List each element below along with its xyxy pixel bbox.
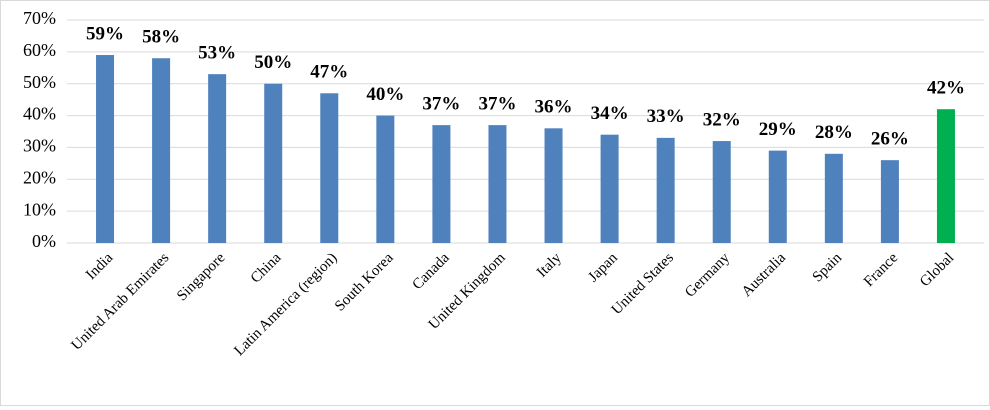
bar [208, 74, 227, 244]
bar [376, 115, 395, 243]
y-tick-label: 50% [23, 72, 56, 92]
value-label: 34% [591, 103, 629, 124]
bar [544, 128, 563, 243]
value-label: 40% [366, 84, 404, 105]
y-tick-label: 0% [32, 231, 56, 251]
value-label: 36% [535, 97, 573, 118]
y-tick-label: 30% [23, 136, 56, 156]
value-label: 37% [422, 93, 460, 114]
value-label: 26% [871, 129, 909, 150]
value-label: 42% [927, 78, 965, 99]
bar [152, 58, 171, 243]
bar [488, 125, 507, 243]
value-label: 32% [703, 109, 741, 130]
y-tick-label: 70% [23, 8, 56, 28]
value-label: 37% [478, 93, 516, 114]
bar [936, 109, 955, 243]
bar [320, 93, 339, 244]
bar [712, 141, 731, 243]
value-label: 58% [142, 27, 180, 48]
y-tick-label: 10% [23, 199, 56, 219]
bar [880, 160, 899, 243]
y-tick-label: 60% [23, 40, 56, 60]
y-tick-label: 40% [23, 104, 56, 124]
value-label: 28% [815, 122, 853, 143]
value-label: 59% [86, 23, 124, 44]
bar [600, 134, 619, 243]
value-label: 50% [254, 52, 292, 73]
value-label: 47% [310, 62, 348, 83]
y-tick-label: 20% [23, 167, 56, 187]
bar [824, 153, 843, 243]
bar [264, 83, 283, 243]
value-label: 29% [759, 119, 797, 140]
bar [96, 55, 115, 243]
value-label: 53% [198, 43, 236, 64]
value-label: 33% [647, 106, 685, 127]
bar [768, 150, 787, 243]
bar [656, 137, 675, 243]
bar [432, 125, 451, 243]
